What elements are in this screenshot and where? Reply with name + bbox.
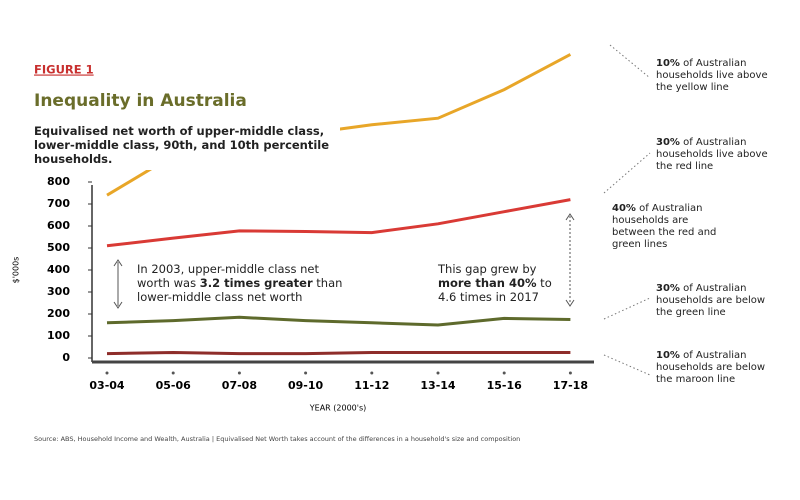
source: Source: ABS, Household Income and Wealth… [34,435,520,443]
decor [91,44,651,376]
text-run: more than 40% [438,276,537,290]
y-tick-label: 300 [47,285,70,298]
x-tick-label: 07-08 [222,379,257,392]
y-tick-label: 700 [47,197,70,210]
annotation: This gap grew by more than 40% to 4.6 ti… [438,262,563,304]
x-tick [171,371,175,375]
x-tick-label: 09-10 [288,379,324,392]
y-tick-label: 100 [47,329,70,342]
y-tick-label: 500 [47,241,70,254]
y-tick-label: 200 [47,307,70,320]
x-tick-label: 03-04 [89,379,125,392]
text-run: than lower-middle class net worth [137,276,343,304]
text-run: 3.2 times greater [199,276,313,290]
series-line [106,198,571,248]
text-run: 10% [656,350,680,361]
text-run: to 4.6 times in 2017 [438,276,552,304]
x-tick [370,371,374,375]
x-axis-label: YEAR (2000's) [309,404,366,413]
text-run: In 2003, upper-middle class net worth wa… [137,262,320,290]
text-run: 30% [656,283,680,294]
text-run: 40% [612,203,636,214]
text-run: of Australian households live above the … [656,58,768,93]
subtitle: Equivalised net worth of upper-middle cl… [34,122,340,170]
heading: Inequality in Australia [34,91,247,111]
y-tick-label: 800 [47,175,70,188]
x-tick [105,371,109,375]
y-tick-label: 0 [62,351,70,364]
note: 10% of Australian households are below t… [656,350,776,386]
text-run: 30% [656,137,680,148]
x-tick [436,371,440,375]
text-run: 10% [656,58,680,69]
figure-label: FIGURE 1 [34,63,94,77]
y-tick-label: 600 [47,219,70,232]
text-run: of Australian households are between the… [612,203,717,250]
x-tick-label: 13-14 [420,379,456,392]
text-run: of Australian households are below the m… [656,350,766,385]
x-tick [304,371,308,375]
note: 10% of Australian households live above … [656,58,776,94]
series-line [106,350,571,356]
text-run: of Australian households live above the … [656,137,768,172]
x-tick [568,371,572,375]
x-tick-label: 11-12 [354,379,389,392]
note: 40% of Australian households are between… [612,203,732,251]
annotation: In 2003, upper-middle class net worth wa… [137,262,347,304]
x-tick [237,371,241,375]
x-tick [502,371,506,375]
x-tick-label: 05-06 [156,379,192,392]
x-tick-label: 17-18 [553,379,588,392]
note: 30% of Australian households are below t… [656,283,776,319]
series-line [106,315,571,327]
x-tick-label: 15-16 [487,379,523,392]
y-tick-label: 400 [47,263,70,276]
y-axis-label: $'000s [12,257,21,284]
text-run: This gap grew by [438,262,537,276]
note: 30% of Australian households live above … [656,137,776,173]
text-run: of Australian households are below the g… [656,283,766,318]
